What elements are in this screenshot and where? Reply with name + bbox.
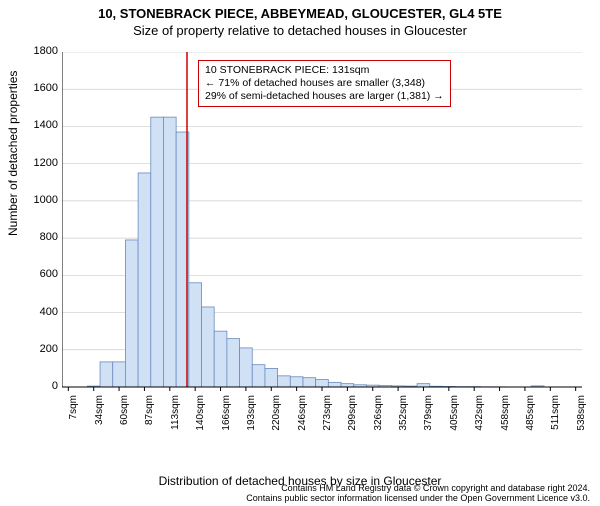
x-tick-label: 113sqm: [170, 395, 181, 435]
y-tick-label: 1200: [18, 157, 58, 169]
footer-line2: Contains public sector information licen…: [246, 494, 590, 504]
x-tick-label: 485sqm: [525, 395, 536, 435]
x-tick-label: 405sqm: [449, 395, 460, 435]
x-tick-label: 379sqm: [423, 395, 434, 435]
y-tick-label: 1000: [18, 194, 58, 206]
x-tick-label: 299sqm: [347, 395, 358, 435]
x-tick-label: 87sqm: [144, 395, 155, 435]
x-tick-label: 511sqm: [550, 395, 561, 435]
y-tick-label: 1600: [18, 82, 58, 94]
x-tick-label: 432sqm: [474, 395, 485, 435]
x-tick-label: 273sqm: [322, 395, 333, 435]
annotation-line3: 29% of semi-detached houses are larger (…: [205, 90, 444, 103]
x-tick-label: 246sqm: [297, 395, 308, 435]
x-tick-label: 458sqm: [500, 395, 511, 435]
x-tick-label: 7sqm: [68, 395, 79, 435]
x-tick-label: 352sqm: [398, 395, 409, 435]
y-tick-label: 1800: [18, 45, 58, 57]
y-tick-label: 400: [18, 306, 58, 318]
y-tick-label: 600: [18, 268, 58, 280]
x-tick-label: 166sqm: [221, 395, 232, 435]
chart-title-sub: Size of property relative to detached ho…: [0, 23, 600, 38]
x-tick-label: 538sqm: [576, 395, 587, 435]
plot-outer: 7sqm 34sqm 60sqm 87sqm 113sqm 140sqm 166sqm 193…: [62, 52, 582, 432]
x-tick-label: 220sqm: [271, 395, 282, 435]
y-tick-label: 1400: [18, 119, 58, 131]
y-tick-label: 800: [18, 231, 58, 243]
x-tick-label: 34sqm: [94, 395, 105, 435]
footer: Contains HM Land Registry data © Crown c…: [246, 484, 590, 504]
plot-area: [62, 52, 582, 432]
x-tick-label: 140sqm: [195, 395, 206, 435]
x-tick-label: 60sqm: [119, 395, 130, 435]
y-axis-label: Number of detached properties: [6, 71, 20, 236]
annotation-line2: ← 71% of detached houses are smaller (3,…: [205, 77, 444, 90]
x-tick-label: 326sqm: [373, 395, 384, 435]
x-tick-label: 193sqm: [246, 395, 257, 435]
chart-container: 10, STONEBRACK PIECE, ABBEYMEAD, GLOUCES…: [0, 6, 600, 506]
y-tick-label: 200: [18, 343, 58, 355]
annotation-line1: 10 STONEBRACK PIECE: 131sqm: [205, 64, 444, 77]
annotation-box: 10 STONEBRACK PIECE: 131sqm ← 71% of det…: [198, 60, 451, 107]
chart-title-main: 10, STONEBRACK PIECE, ABBEYMEAD, GLOUCES…: [0, 6, 600, 21]
y-tick-label: 0: [18, 380, 58, 392]
